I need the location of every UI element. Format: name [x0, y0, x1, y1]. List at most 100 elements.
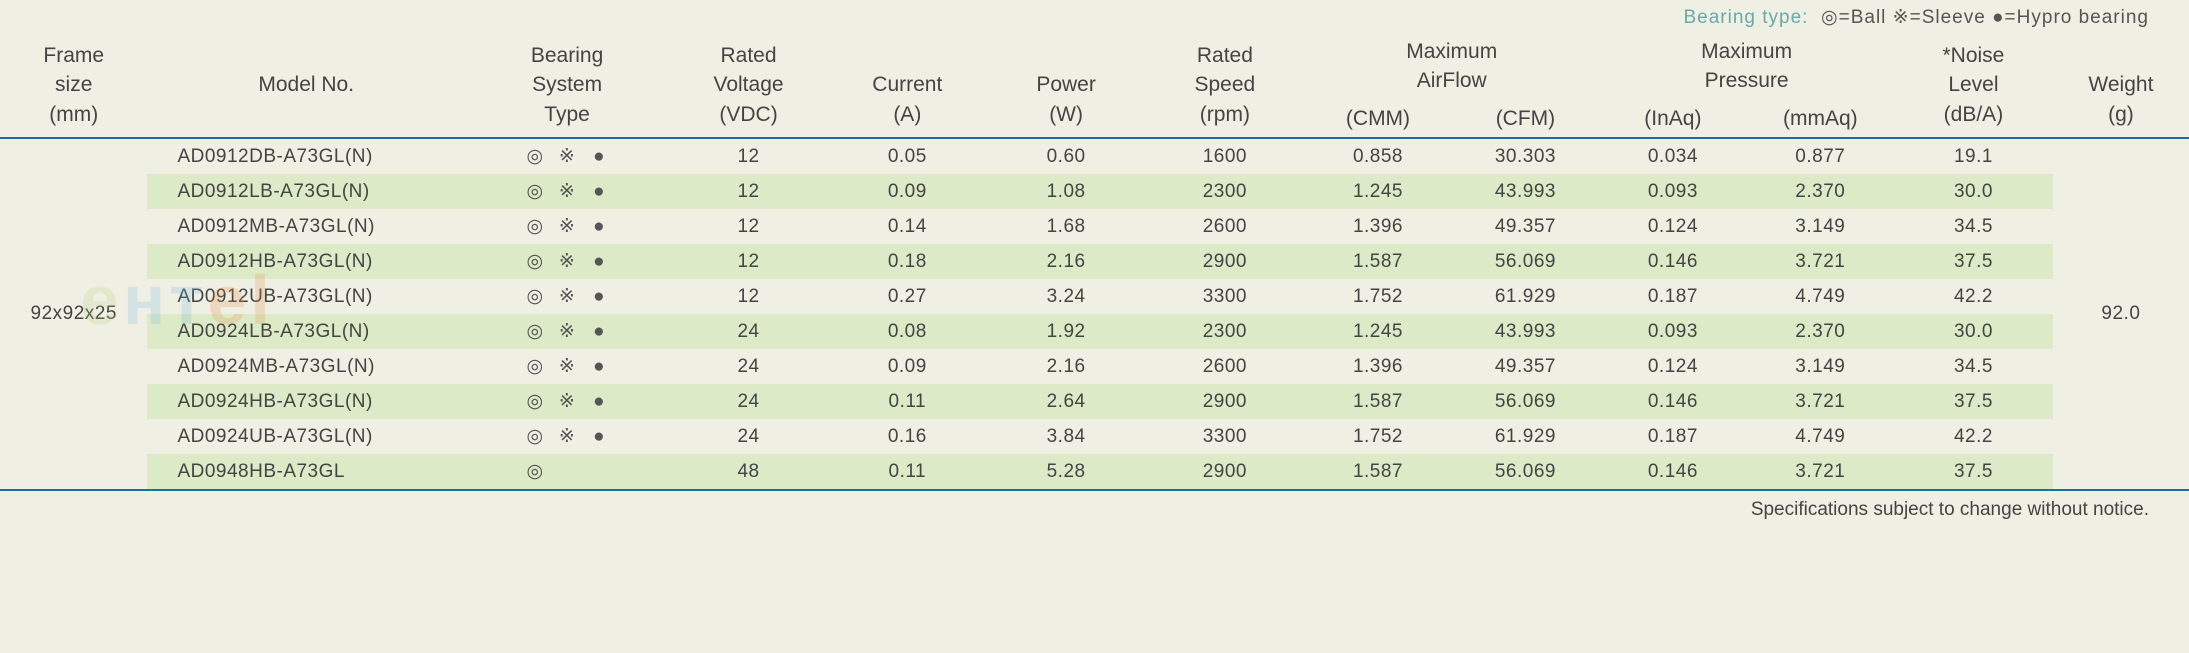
hypro-icon: ●: [590, 146, 608, 168]
voltage-cell: 24: [669, 349, 828, 384]
th-current: Current (A): [828, 33, 987, 138]
weight-cell: 92.0: [2053, 138, 2189, 490]
speed-cell: 2600: [1145, 209, 1304, 244]
model-cell: AD0924LB-A73GL(N): [147, 314, 465, 349]
inaq-cell: 0.124: [1599, 209, 1746, 244]
mmaq-cell: 3.149: [1747, 209, 1894, 244]
bearing-cell: ◎※●: [465, 138, 669, 174]
cmm-cell: 1.587: [1304, 384, 1451, 419]
speed-cell: 2600: [1145, 349, 1304, 384]
ball-icon: ◎: [526, 215, 544, 238]
legend-ball: ◎=Ball: [1821, 7, 1886, 28]
speed-cell: 2900: [1145, 454, 1304, 490]
table-row: AD0924HB-A73GL(N)◎※●240.112.6429001.5875…: [0, 384, 2189, 419]
table-header: Frame size (mm) Model No. Bearing System…: [0, 33, 2189, 138]
mmaq-cell: 0.877: [1747, 138, 1894, 174]
power-cell: 1.08: [987, 174, 1146, 209]
th-weight: Weight (g): [2053, 33, 2189, 138]
ball-icon: ◎: [526, 355, 544, 378]
cfm-cell: 43.993: [1452, 314, 1599, 349]
table-row: AD0912LB-A73GL(N)◎※●120.091.0823001.2454…: [0, 174, 2189, 209]
th-model: Model No.: [147, 33, 465, 138]
sleeve-icon: ※: [558, 390, 576, 413]
th-frame: Frame size (mm): [0, 33, 147, 138]
table-row: AD0912HB-A73GL(N)◎※●120.182.1629001.5875…: [0, 244, 2189, 279]
ball-icon: ◎: [526, 460, 544, 483]
bearing-cell: ◎ ※ ●: [465, 314, 669, 349]
model-cell: AD0948HB-A73GL: [147, 454, 465, 490]
hypro-icon: ●: [590, 321, 608, 343]
current-cell: 0.11: [828, 454, 987, 490]
bearing-cell: ◎※●: [465, 174, 669, 209]
th-inaq: (InAq): [1599, 100, 1746, 138]
voltage-cell: 48: [669, 454, 828, 490]
footnote: Specifications subject to change without…: [0, 491, 2189, 531]
cmm-cell: 1.245: [1304, 174, 1451, 209]
mmaq-cell: 2.370: [1747, 174, 1894, 209]
mmaq-cell: 3.721: [1747, 454, 1894, 490]
speed-cell: 2900: [1145, 384, 1304, 419]
table-row: AD0924MB-A73GL(N)◎※●240.092.1626001.3964…: [0, 349, 2189, 384]
inaq-cell: 0.187: [1599, 279, 1746, 314]
bearing-cell: ◎※●: [465, 244, 669, 279]
th-bearing: Bearing System Type: [465, 33, 669, 138]
current-cell: 0.16: [828, 419, 987, 454]
cmm-cell: 0.858: [1304, 138, 1451, 174]
cmm-cell: 1.396: [1304, 209, 1451, 244]
cmm-cell: 1.396: [1304, 349, 1451, 384]
voltage-cell: 12: [669, 244, 828, 279]
noise-cell: 42.2: [1894, 419, 2053, 454]
model-cell: AD0912MB-A73GL(N): [147, 209, 465, 244]
bearing-cell: ◎※●: [465, 209, 669, 244]
table-body: 92x92x25AD0912DB-A73GL(N)◎※●120.050.6016…: [0, 138, 2189, 490]
sleeve-icon: ※: [558, 285, 576, 308]
th-pressure: Maximum Pressure: [1599, 33, 1894, 100]
th-noise: *Noise Level (dB/A): [1894, 33, 2053, 138]
mmaq-cell: 2.370: [1747, 314, 1894, 349]
noise-cell: 34.5: [1894, 349, 2053, 384]
th-speed: Rated Speed (rpm): [1145, 33, 1304, 138]
table-row: AD0912MB-A73GL(N)◎※●120.141.6826001.3964…: [0, 209, 2189, 244]
spec-table: Frame size (mm) Model No. Bearing System…: [0, 33, 2189, 491]
current-cell: 0.11: [828, 384, 987, 419]
table-row: 92x92x25AD0912DB-A73GL(N)◎※●120.050.6016…: [0, 138, 2189, 174]
th-airflow: Maximum AirFlow: [1304, 33, 1599, 100]
ball-icon: ◎: [526, 285, 544, 308]
speed-cell: 3300: [1145, 279, 1304, 314]
speed-cell: 2300: [1145, 314, 1304, 349]
hypro-icon: ●: [590, 426, 608, 448]
inaq-cell: 0.034: [1599, 138, 1746, 174]
th-mmaq: (mmAq): [1747, 100, 1894, 138]
ball-icon: ◎: [526, 320, 544, 343]
model-cell: AD0924UB-A73GL(N): [147, 419, 465, 454]
sleeve-icon: ※: [558, 320, 576, 343]
cfm-cell: 49.357: [1452, 209, 1599, 244]
th-power: Power (W): [987, 33, 1146, 138]
ball-icon: ◎: [526, 390, 544, 413]
table-row: AD0924LB-A73GL(N)◎※●240.081.9223001.2454…: [0, 314, 2189, 349]
power-cell: 2.16: [987, 244, 1146, 279]
cfm-cell: 61.929: [1452, 419, 1599, 454]
voltage-cell: 24: [669, 419, 828, 454]
sleeve-icon: ※: [558, 180, 576, 203]
power-cell: 5.28: [987, 454, 1146, 490]
inaq-cell: 0.146: [1599, 244, 1746, 279]
cfm-cell: 43.993: [1452, 174, 1599, 209]
bearing-cell: ◎: [465, 454, 669, 490]
cfm-cell: 56.069: [1452, 454, 1599, 490]
mmaq-cell: 3.721: [1747, 384, 1894, 419]
hypro-icon: ●: [590, 181, 608, 203]
ball-icon: ◎: [526, 145, 544, 168]
noise-cell: 37.5: [1894, 454, 2053, 490]
voltage-cell: 12: [669, 209, 828, 244]
cfm-cell: 30.303: [1452, 138, 1599, 174]
mmaq-cell: 4.749: [1747, 419, 1894, 454]
current-cell: 0.14: [828, 209, 987, 244]
inaq-cell: 0.146: [1599, 454, 1746, 490]
sleeve-icon: ※: [558, 355, 576, 378]
noise-cell: 34.5: [1894, 209, 2053, 244]
model-cell: AD0924MB-A73GL(N): [147, 349, 465, 384]
cfm-cell: 49.357: [1452, 349, 1599, 384]
hypro-icon: ●: [590, 286, 608, 308]
bearing-cell: ◎ ※ ●: [465, 279, 669, 314]
